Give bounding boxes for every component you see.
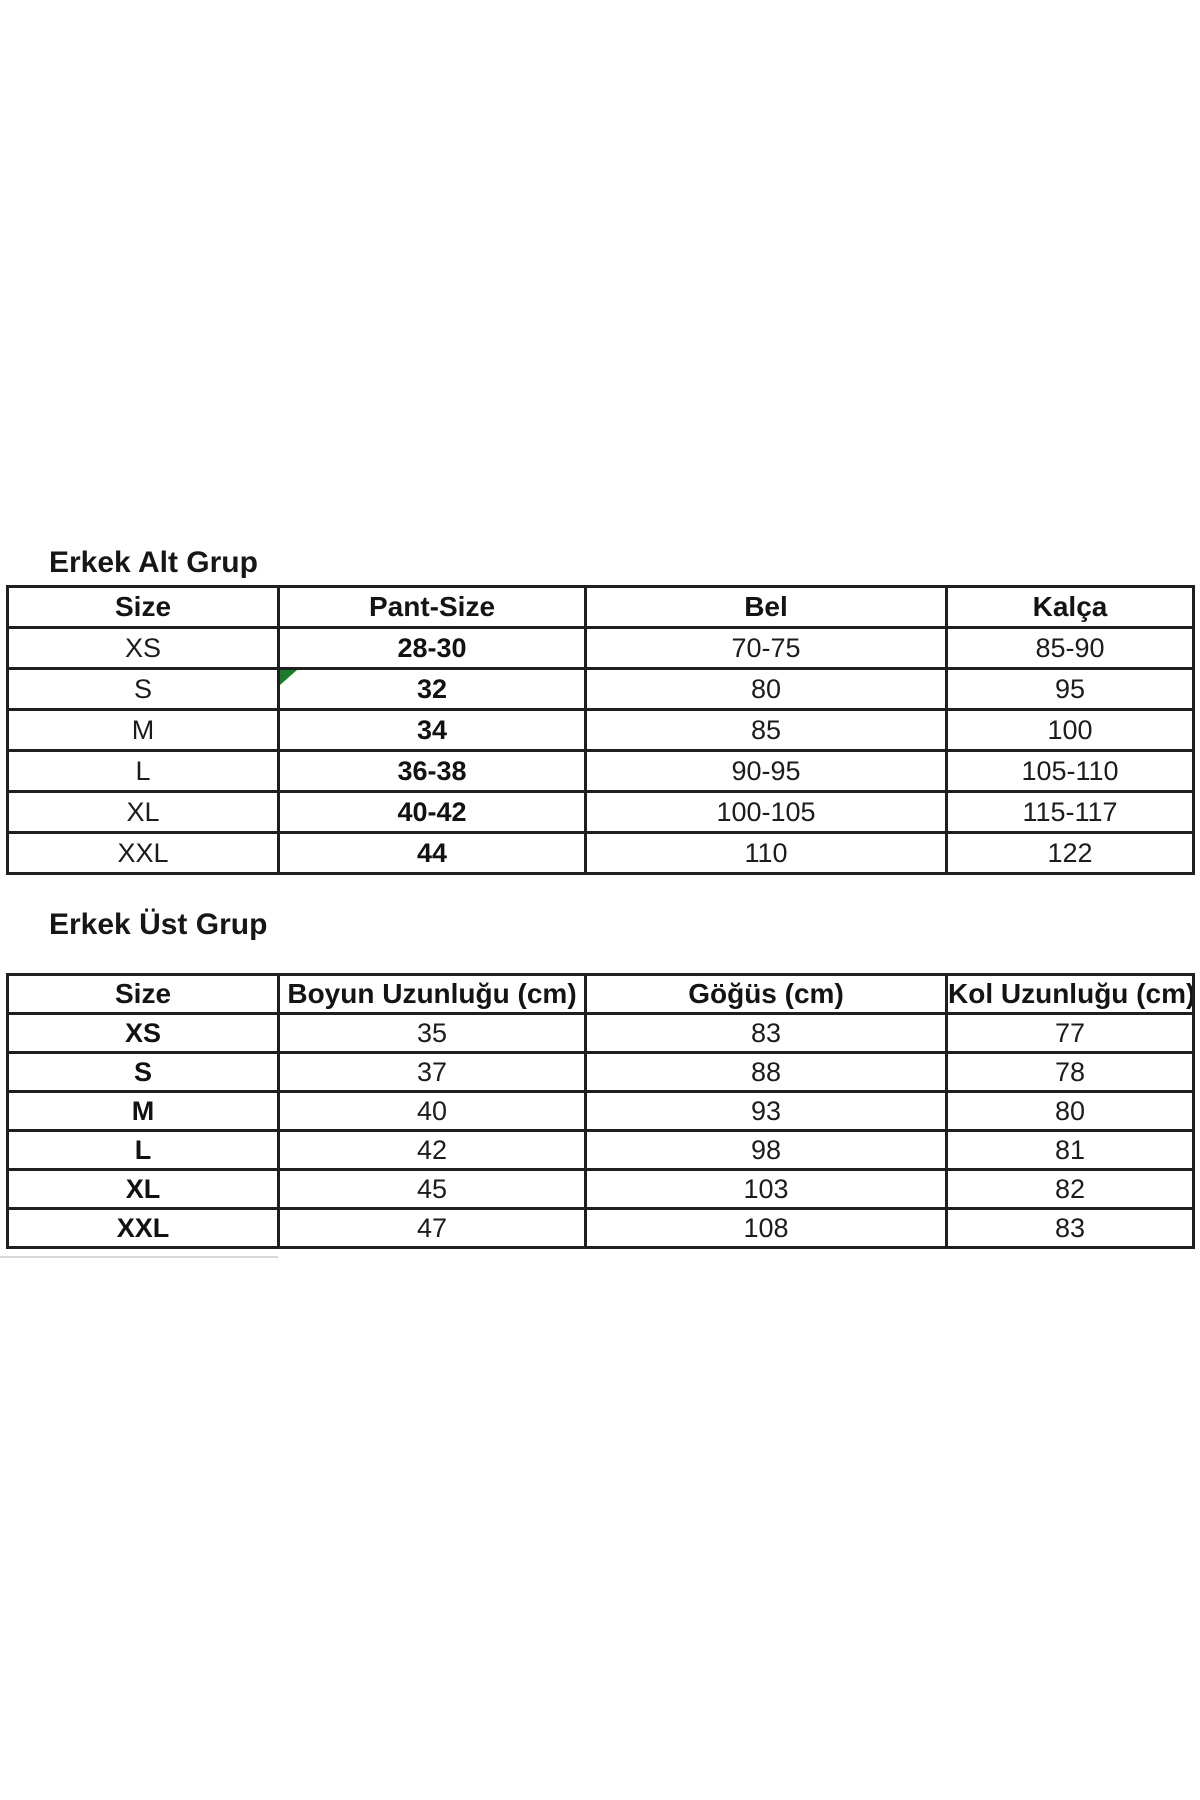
table-cell: L	[6, 1129, 280, 1171]
table-cell: XXL	[6, 1207, 280, 1249]
table-cell: 93	[584, 1090, 948, 1132]
table-row: S 32 80 95	[6, 667, 1195, 711]
table-cell: 110	[584, 831, 948, 875]
erkek-ust-grup-table: Size Boyun Uzunluğu (cm) Göğüs (cm) Kol …	[6, 973, 1195, 1249]
table-cell: 90-95	[584, 749, 948, 793]
table-cell: 42	[277, 1129, 587, 1171]
cell-corner-marker-icon	[281, 671, 297, 685]
table-row: XL 45 103 82	[6, 1168, 1195, 1210]
artifact-line	[0, 1256, 278, 1258]
table-row: XL 40-42 100-105 115-117	[6, 790, 1195, 834]
table-cell: 70-75	[584, 626, 948, 670]
table-cell: 28-30	[277, 626, 587, 670]
table-cell: 115-117	[945, 790, 1195, 834]
table-cell: 32	[277, 667, 587, 711]
table-cell: XL	[6, 790, 280, 834]
table-cell: 40-42	[277, 790, 587, 834]
table-cell: 105-110	[945, 749, 1195, 793]
table-cell: 36-38	[277, 749, 587, 793]
header-row: Size Pant-Size Bel Kalça	[6, 585, 1195, 629]
table-row: M 34 85 100	[6, 708, 1195, 752]
table-row: XS 35 83 77	[6, 1012, 1195, 1054]
table-row: M 40 93 80	[6, 1090, 1195, 1132]
erkek-alt-grup-table: Size Pant-Size Bel Kalça XS 28-30 70-75 …	[6, 585, 1195, 875]
column-header-boyun-uzunlugu: Boyun Uzunluğu (cm)	[277, 973, 587, 1015]
table-cell: 100-105	[584, 790, 948, 834]
table-cell: M	[6, 1090, 280, 1132]
table-cell: 45	[277, 1168, 587, 1210]
table-row: XS 28-30 70-75 85-90	[6, 626, 1195, 670]
table-cell: 77	[945, 1012, 1195, 1054]
table-cell: 95	[945, 667, 1195, 711]
column-header-pant-size: Pant-Size	[277, 585, 587, 629]
table-cell: 82	[945, 1168, 1195, 1210]
table-cell: 78	[945, 1051, 1195, 1093]
table-cell: L	[6, 749, 280, 793]
table-cell: 37	[277, 1051, 587, 1093]
table-cell: M	[6, 708, 280, 752]
header-row: Size Boyun Uzunluğu (cm) Göğüs (cm) Kol …	[6, 973, 1195, 1015]
table-cell: 44	[277, 831, 587, 875]
column-header-size: Size	[6, 973, 280, 1015]
table-cell: 100	[945, 708, 1195, 752]
table-cell: 108	[584, 1207, 948, 1249]
table-cell: 80	[584, 667, 948, 711]
table-row: L 36-38 90-95 105-110	[6, 749, 1195, 793]
table-cell: 47	[277, 1207, 587, 1249]
table-cell: 81	[945, 1129, 1195, 1171]
table-cell: 83	[945, 1207, 1195, 1249]
section-title-erkek-alt-grup: Erkek Alt Grup	[49, 546, 258, 579]
table-row: L 42 98 81	[6, 1129, 1195, 1171]
table-row: XXL 47 108 83	[6, 1207, 1195, 1249]
column-header-bel: Bel	[584, 585, 948, 629]
table-cell: S	[6, 1051, 280, 1093]
column-header-kalca: Kalça	[945, 585, 1195, 629]
table-cell: 40	[277, 1090, 587, 1132]
table-cell: 80	[945, 1090, 1195, 1132]
table-cell: 88	[584, 1051, 948, 1093]
column-header-kol-uzunlugu: Kol Uzunluğu (cm)	[945, 973, 1195, 1015]
table-cell: 83	[584, 1012, 948, 1054]
table-row: S 37 88 78	[6, 1051, 1195, 1093]
table-cell: 122	[945, 831, 1195, 875]
table-cell: XS	[6, 626, 280, 670]
table-cell: 85-90	[945, 626, 1195, 670]
table-cell: XL	[6, 1168, 280, 1210]
table-cell: S	[6, 667, 280, 711]
section-title-erkek-ust-grup: Erkek Üst Grup	[49, 908, 268, 941]
table-cell: XS	[6, 1012, 280, 1054]
table-cell: 85	[584, 708, 948, 752]
table-cell: XXL	[6, 831, 280, 875]
table-row: XXL 44 110 122	[6, 831, 1195, 875]
table-cell: 98	[584, 1129, 948, 1171]
table-cell: 103	[584, 1168, 948, 1210]
column-header-size: Size	[6, 585, 280, 629]
table-cell: 35	[277, 1012, 587, 1054]
table-cell: 34	[277, 708, 587, 752]
cell-text: 32	[416, 673, 448, 704]
column-header-gogus: Göğüs (cm)	[584, 973, 948, 1015]
